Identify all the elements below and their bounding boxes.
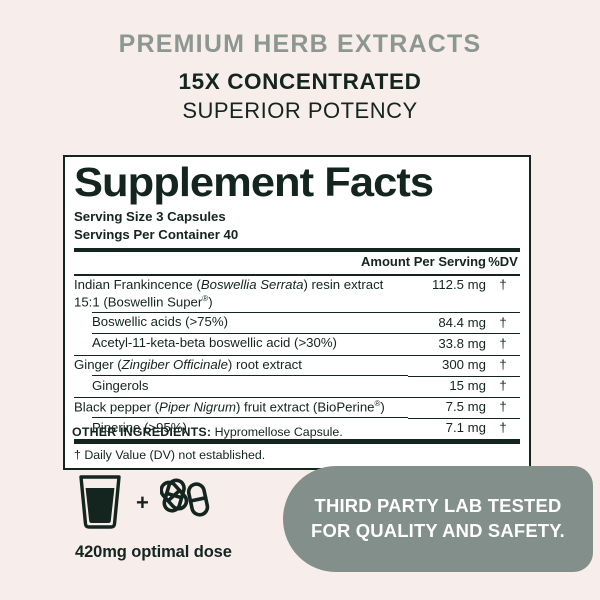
serving-size: Serving Size 3 Capsules: [74, 209, 226, 225]
rule-above-column-headers: [74, 248, 520, 253]
rule-below-ingredients: [74, 439, 520, 445]
ingredient-row: Boswellic acids (>75%) 84.4 mg †: [74, 312, 520, 335]
water-glass-icon: [75, 472, 125, 535]
other-ingredients-value: Hypromellose Capsule.: [214, 425, 343, 439]
daily-value-footnote: † Daily Value (DV) not established.: [74, 448, 266, 463]
badge-line-2: FOR QUALITY AND SAFETY.: [311, 520, 565, 541]
ingredient-row: Acetyl-11-keta-beta boswellic acid (>30%…: [74, 333, 520, 356]
ingredient-amount: 112.5 mg: [408, 275, 486, 314]
ingredient-daily-value: †: [486, 312, 520, 335]
supplement-facts-panel: Supplement Facts Serving Size 3 Capsules…: [63, 155, 531, 471]
supplement-facts-title: Supplement Facts: [74, 159, 434, 205]
ingredient-name: Black pepper (Piper Nigrum) fruit extrac…: [74, 397, 408, 419]
header-line-premium: PREMIUM HERB EXTRACTS: [118, 30, 482, 58]
dose-icon-row: +: [75, 472, 270, 534]
ingredient-daily-value: †: [486, 275, 520, 314]
capsules-icon: [159, 474, 216, 533]
other-ingredients: OTHER INGREDIENTS: Hypromellose Capsule.: [72, 424, 343, 440]
dose-label: 420mg optimal dose: [75, 543, 232, 561]
ingredient-amount: 7.5 mg: [408, 397, 486, 419]
ingredient-daily-value: †: [486, 355, 520, 377]
third-party-tested-badge: THIRD PARTY LAB TESTED FOR QUALITY AND S…: [283, 466, 593, 572]
ingredient-amount: 7.1 mg: [445, 420, 486, 436]
ingredient-daily-value: †: [486, 376, 520, 398]
plus-icon: +: [136, 490, 149, 515]
ingredient-name: Gingerols: [74, 376, 408, 398]
ingredient-name: Indian Frankincence (Boswellia Serrata) …: [74, 275, 408, 313]
dose-block: +: [75, 472, 270, 562]
header-line-potency: SUPERIOR POTENCY: [182, 97, 418, 123]
ingredient-amount: 84.4 mg: [408, 312, 486, 335]
ingredient-table-body: Indian Frankincence (Boswellia Serrata) …: [74, 275, 520, 439]
ingredient-amount: 15 mg: [408, 376, 486, 398]
ingredient-daily-value: †: [499, 420, 507, 436]
ingredient-name: Piperine (>95%): [92, 419, 187, 435]
ingredient-name: Ginger (Zingiber Officinale) root extrac…: [74, 355, 408, 377]
supplement-facts-table: Amount Per Serving %DV: [74, 252, 520, 273]
ingredient-name: Acetyl-11-keta-beta boswellic acid (>30%…: [74, 333, 408, 356]
serving-info: Serving Size 3 Capsules Servings Per Con…: [74, 208, 520, 243]
ingredient-daily-value: †: [486, 333, 520, 356]
ingredient-row: Black pepper (Piper Nigrum) fruit extrac…: [74, 397, 520, 419]
marketing-header: PREMIUM HERB EXTRACTS 15X CONCENTRATED S…: [0, 0, 600, 124]
ingredient-latin-name: Piper Nigrum: [159, 399, 236, 415]
ingredient-row: Ginger (Zingiber Officinale) root extrac…: [74, 355, 520, 377]
ingredient-row: Piperine (>95%) 7.1 mg †: [74, 418, 520, 439]
supplement-facts-table-body: Amount Per Serving %DV: [74, 252, 520, 273]
registered-mark: ®: [374, 399, 381, 409]
ingredient-daily-value: †: [486, 397, 520, 419]
ingredient-name: Boswellic acids (>75%): [74, 312, 408, 334]
ingredient-amount: 300 mg: [408, 355, 486, 377]
registered-mark: ®: [202, 293, 209, 303]
rule-below-column-headers: [74, 273, 520, 276]
ingredient-latin-name: Zingiber Officinale: [121, 357, 228, 373]
header-line-concentrated: 15X CONCENTRATED: [178, 68, 422, 94]
other-ingredients-label: OTHER INGREDIENTS:: [72, 425, 212, 439]
ingredient-row: Gingerols 15 mg †: [74, 376, 520, 398]
ingredient-latin-name: Boswellia Serrata: [200, 277, 304, 293]
badge-line-1: THIRD PARTY LAB TESTED: [314, 495, 562, 517]
table-header-row: Amount Per Serving %DV: [74, 252, 520, 273]
servings-per-container: Servings Per Container 40: [74, 226, 239, 242]
ingredient-table: Indian Frankincence (Boswellia Serrata) …: [74, 275, 520, 439]
column-header-dv: %DV: [488, 254, 518, 270]
column-header-name: [74, 252, 361, 273]
column-header-amount: Amount Per Serving: [361, 254, 486, 270]
ingredient-row: Indian Frankincence (Boswellia Serrata) …: [74, 275, 520, 314]
ingredient-amount: 33.8 mg: [408, 333, 486, 356]
